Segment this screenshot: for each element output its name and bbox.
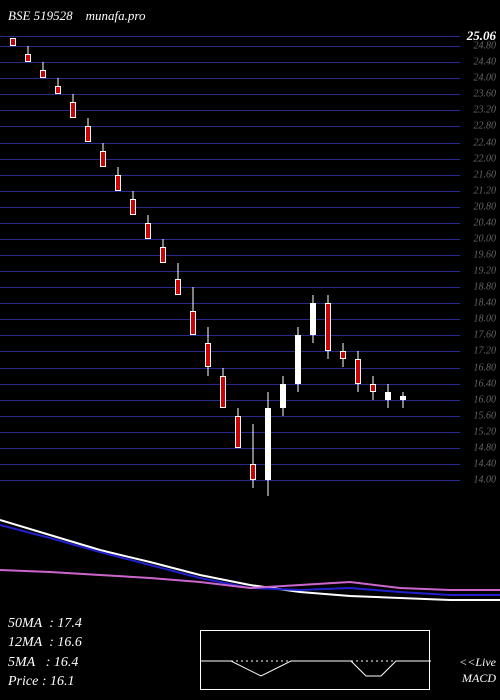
macd-label: MACD (462, 671, 496, 686)
price-label: 14.80 (474, 442, 497, 453)
price-label: 19.20 (474, 266, 497, 277)
grid-line (0, 303, 460, 304)
price-label: 15.20 (474, 426, 497, 437)
grid-line (0, 255, 460, 256)
macd-live-label: <<Live (459, 655, 496, 670)
ma-line-5MA (0, 570, 500, 590)
ma-lines-svg (0, 500, 500, 620)
grid-line (0, 223, 460, 224)
grid-line (0, 46, 460, 47)
price-label: 20.80 (474, 201, 497, 212)
macd-line (201, 661, 431, 676)
price-label: 16.40 (474, 378, 497, 389)
grid-line (0, 319, 460, 320)
grid-line (0, 110, 460, 111)
grid-line (0, 94, 460, 95)
grid-line (0, 126, 460, 127)
grid-line (0, 384, 460, 385)
price-label: 23.20 (474, 105, 497, 116)
chart-header: BSE 519528 munafa.pro (8, 8, 145, 24)
price-label: 23.60 (474, 89, 497, 100)
grid-line (0, 62, 460, 63)
grid-line (0, 464, 460, 465)
price-label: 18.00 (474, 314, 497, 325)
ticker-label: BSE 519528 (8, 8, 73, 23)
price-label: 24.40 (474, 57, 497, 68)
price-label: 21.60 (474, 169, 497, 180)
price-label: 16.80 (474, 362, 497, 373)
grid-line (0, 400, 460, 401)
price-label: 17.20 (474, 346, 497, 357)
price-label: 15.60 (474, 410, 497, 421)
info-box: 50MA : 17.412MA : 16.65MA : 16.4Price : … (8, 614, 82, 692)
site-label: munafa.pro (86, 8, 146, 23)
indicator-panel (0, 500, 500, 620)
price-label: 22.00 (474, 153, 497, 164)
grid-line (0, 351, 460, 352)
price-label: 18.80 (474, 282, 497, 293)
price-label: 20.40 (474, 217, 497, 228)
price-label: 17.60 (474, 330, 497, 341)
info-line: 12MA : 16.6 (8, 633, 82, 653)
grid-line (0, 159, 460, 160)
info-line: 50MA : 17.4 (8, 614, 82, 634)
macd-box (200, 630, 430, 690)
grid-line (0, 287, 460, 288)
grid-line (0, 432, 460, 433)
price-label: 22.40 (474, 137, 497, 148)
price-label: 24.00 (474, 73, 497, 84)
grid-line (0, 368, 460, 369)
grid-line (0, 36, 460, 37)
candlestick-chart: 25.0624.8024.4024.0023.6023.2022.8022.40… (0, 30, 500, 480)
info-line: 5MA : 16.4 (8, 653, 82, 673)
grid-line (0, 207, 460, 208)
grid-line (0, 416, 460, 417)
price-label: 22.80 (474, 121, 497, 132)
price-label: 21.20 (474, 185, 497, 196)
grid-line (0, 335, 460, 336)
grid-line (0, 239, 460, 240)
grid-line (0, 480, 460, 481)
grid-line (0, 78, 460, 79)
price-label: 19.60 (474, 250, 497, 261)
macd-svg (201, 631, 431, 691)
price-label: 20.00 (474, 233, 497, 244)
price-label: 16.00 (474, 394, 497, 405)
price-label: 18.40 (474, 298, 497, 309)
grid-line (0, 271, 460, 272)
grid-line (0, 143, 460, 144)
grid-line (0, 191, 460, 192)
grid-line (0, 175, 460, 176)
price-label: 14.40 (474, 458, 497, 469)
grid-line (0, 448, 460, 449)
price-label: 14.00 (474, 475, 497, 486)
info-line: Price : 16.1 (8, 672, 82, 692)
price-label: 24.80 (474, 41, 497, 52)
